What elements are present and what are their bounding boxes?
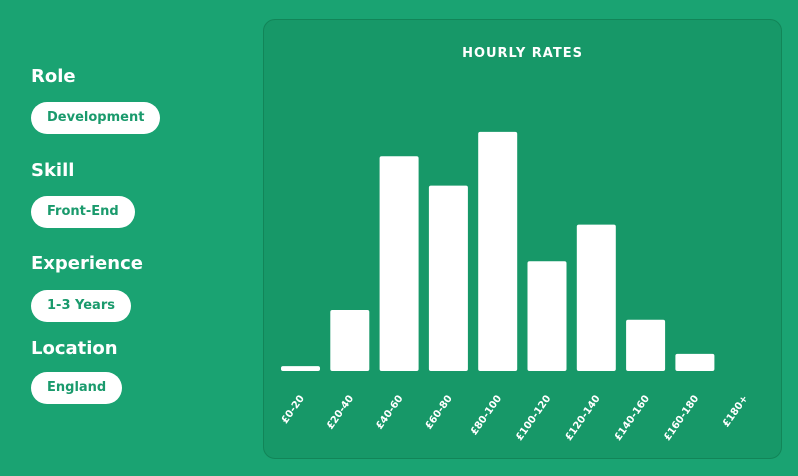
x-tick-label-4: £80-100: [469, 393, 504, 437]
x-tick-label-5: £100-120: [514, 393, 553, 443]
bar-4[interactable]: [478, 131, 518, 371]
x-tick-label-7: £140-160: [613, 393, 652, 443]
tick-labels-group: £0-20 £20-40 £40-60 £60-80 £80-100 £100-120 £1…: [280, 393, 751, 443]
hourly-rates-panel: HOURLY RATES £0-20 £20-40 £40-60 £60-80 £80-…: [263, 19, 782, 459]
x-tick-label-9: £180+: [721, 393, 751, 429]
location-filter-button[interactable]: England: [31, 372, 123, 404]
bars-group: [281, 131, 715, 371]
bar-3[interactable]: [428, 185, 468, 371]
x-tick-label-2: £40-60: [374, 393, 405, 431]
bar-7[interactable]: [626, 319, 666, 371]
bar-1[interactable]: [330, 310, 370, 371]
x-tick-label-3: £60-80: [424, 393, 455, 431]
skill-filter-button[interactable]: Front-End: [31, 196, 135, 228]
x-tick-label-8: £160-180: [662, 393, 701, 443]
location-label: Location: [31, 338, 118, 359]
bar-2[interactable]: [379, 156, 419, 371]
bar-6[interactable]: [576, 224, 616, 371]
experience-filter-button[interactable]: 1-3 Years: [31, 290, 131, 322]
chart-title: HOURLY RATES: [462, 46, 583, 61]
bar-0[interactable]: [281, 366, 320, 371]
x-tick-label-6: £120-140: [563, 393, 602, 443]
role-label: Role: [31, 66, 76, 87]
x-tick-label-1: £20-40: [325, 393, 356, 431]
filter-sidebar: Role Development Skill Front-End Experie…: [0, 0, 260, 476]
role-filter-button[interactable]: Development: [31, 102, 161, 134]
experience-label: Experience: [31, 253, 143, 274]
bar-5[interactable]: [527, 261, 567, 371]
skill-label: Skill: [31, 160, 75, 181]
hourly-rates-chart: £0-20 £20-40 £40-60 £60-80 £80-100 £100-120 £1…: [280, 131, 751, 443]
bar-8[interactable]: [675, 353, 715, 371]
x-tick-label-0: £0-20: [280, 393, 307, 426]
